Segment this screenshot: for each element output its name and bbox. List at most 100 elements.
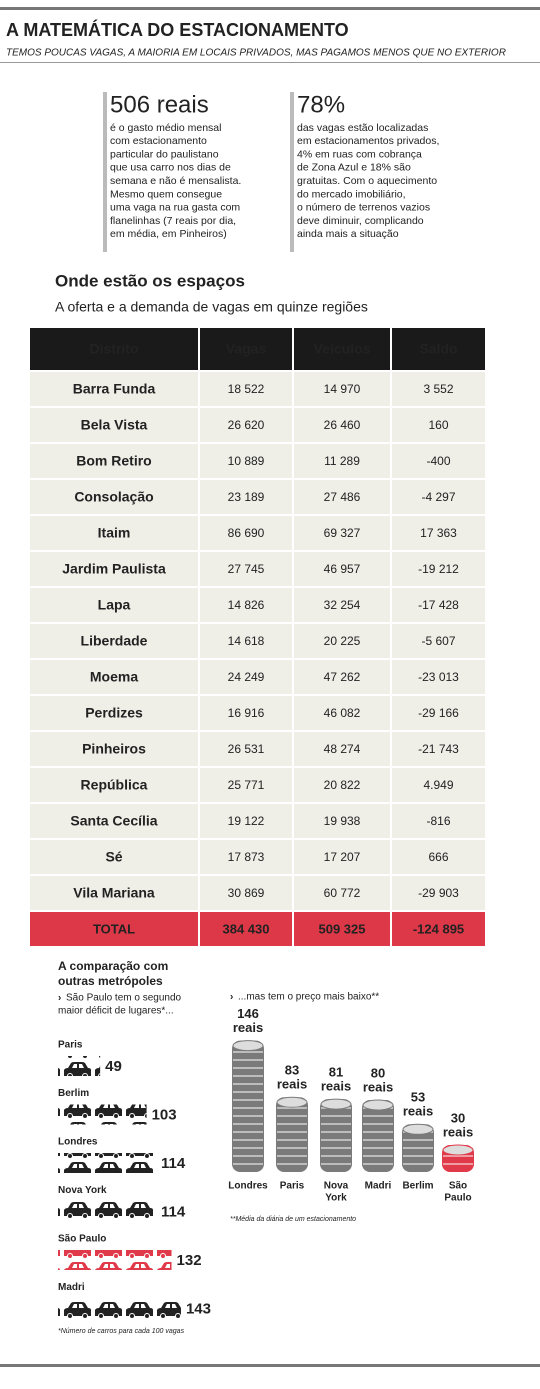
table-value: -400 xyxy=(426,454,450,468)
table-header-cell xyxy=(30,328,198,370)
fact-text: 4% em ruas com cobrança xyxy=(297,148,422,160)
table-value: 14 970 xyxy=(324,382,361,396)
table-cell xyxy=(200,840,292,874)
total-value: 509 325 xyxy=(319,921,366,936)
table-value: 4.949 xyxy=(423,778,453,792)
table-cell xyxy=(30,372,198,406)
table-value: 666 xyxy=(428,850,448,864)
car-value: 49 xyxy=(105,1058,122,1075)
coin-stack xyxy=(320,1099,352,1172)
price-city: Paris xyxy=(280,1181,305,1192)
table-cell xyxy=(392,372,485,406)
car-value: 143 xyxy=(186,1300,211,1317)
fact-text: é o gasto médio mensal xyxy=(110,122,221,134)
price-unit: reais xyxy=(233,1020,263,1035)
total-cell xyxy=(392,912,485,946)
city-label: São Paulo xyxy=(58,1234,106,1245)
table-value: 14 826 xyxy=(228,598,265,612)
table-value: -4 297 xyxy=(421,490,455,504)
table-cell xyxy=(200,696,292,730)
city-label: Nova York xyxy=(58,1185,107,1196)
table-header: Veículos xyxy=(314,341,371,357)
table-cell xyxy=(294,588,390,622)
total-cell xyxy=(200,912,292,946)
comparison-title: A comparação com xyxy=(58,959,168,973)
table-value: 20 822 xyxy=(324,778,361,792)
price-value: 30 xyxy=(451,1110,465,1125)
table-cell xyxy=(392,660,485,694)
table-cell xyxy=(294,372,390,406)
arrow: › xyxy=(230,992,233,1003)
price-value: 80 xyxy=(371,1065,385,1080)
table-value: 47 262 xyxy=(324,670,361,684)
table-value: 48 274 xyxy=(324,742,361,756)
table-cell xyxy=(200,552,292,586)
table-cell xyxy=(392,480,485,514)
price-unit: reais xyxy=(277,1077,307,1092)
table-cell xyxy=(294,480,390,514)
table-value: 27 486 xyxy=(324,490,361,504)
total-cell xyxy=(294,912,390,946)
table-value: 69 327 xyxy=(324,526,361,540)
price-unit: reais xyxy=(403,1104,433,1119)
table-cell xyxy=(200,876,292,910)
fact-text: de Zona Azul e 18% são xyxy=(297,162,411,174)
fact-headline: 506 reais xyxy=(110,91,209,118)
coin-top xyxy=(320,1098,352,1110)
fact-text: em média, em Pinheiros) xyxy=(110,228,227,240)
district-name: Perdizes xyxy=(85,705,143,721)
table-header: Distrito xyxy=(90,341,139,357)
table-cell xyxy=(392,516,485,550)
table-cell xyxy=(200,624,292,658)
price-unit: reais xyxy=(443,1124,473,1139)
district-name: Barra Funda xyxy=(73,381,156,397)
table-value: 24 249 xyxy=(228,670,265,684)
fact-text: das vagas estão localizadas xyxy=(297,122,428,134)
coin-top xyxy=(402,1123,434,1135)
city-label: Madri xyxy=(58,1282,85,1293)
price-city: São xyxy=(449,1181,467,1192)
title: A MATEMÁTICA DO ESTACIONAMENTO xyxy=(6,19,349,40)
fact-bar xyxy=(103,92,107,252)
coin-stack xyxy=(232,1040,264,1172)
table-cell xyxy=(294,840,390,874)
table-value: 17 873 xyxy=(228,850,265,864)
table-cell xyxy=(392,552,485,586)
prices-subtitle: ...mas tem o preço mais baixo** xyxy=(238,992,379,1003)
price-city: Paulo xyxy=(444,1193,471,1204)
cars-subtitle: São Paulo tem o segundo xyxy=(66,993,182,1004)
district-name: Itaim xyxy=(98,525,131,541)
fact-text: ainda mais a situação xyxy=(297,228,399,240)
car-value: 103 xyxy=(152,1106,177,1123)
table-cell xyxy=(294,768,390,802)
district-name: República xyxy=(81,777,148,793)
cars-note: *Número de carros para cada 100 vagas xyxy=(58,1328,185,1335)
rule xyxy=(0,62,540,63)
table-cell xyxy=(30,840,198,874)
table-title: Onde estão os espaços xyxy=(55,271,245,290)
table-cell xyxy=(392,624,485,658)
car-bar xyxy=(58,1298,181,1319)
table-cell xyxy=(392,876,485,910)
table-cell xyxy=(294,444,390,478)
table-value: 3 552 xyxy=(423,382,453,396)
table-value: -17 428 xyxy=(418,598,459,612)
fact-text: o número de terrenos vazios xyxy=(297,202,430,214)
table-value: -19 212 xyxy=(418,562,459,576)
table-cell xyxy=(392,444,485,478)
car-bar xyxy=(58,1056,101,1076)
table-cell xyxy=(200,372,292,406)
table-value: -5 607 xyxy=(421,634,455,648)
fact-text: gratuitas. Com o aquecimento xyxy=(297,175,437,187)
price-unit: reais xyxy=(321,1079,351,1094)
table-cell xyxy=(30,732,198,766)
car-value: 114 xyxy=(161,1203,186,1220)
table-value: 160 xyxy=(428,418,448,432)
price-value: 83 xyxy=(285,1063,299,1078)
coin-top xyxy=(442,1144,474,1156)
car-value: 114 xyxy=(161,1155,186,1172)
coin-top xyxy=(362,1099,394,1111)
table-header: Vagas xyxy=(226,341,267,357)
table-cell xyxy=(392,696,485,730)
